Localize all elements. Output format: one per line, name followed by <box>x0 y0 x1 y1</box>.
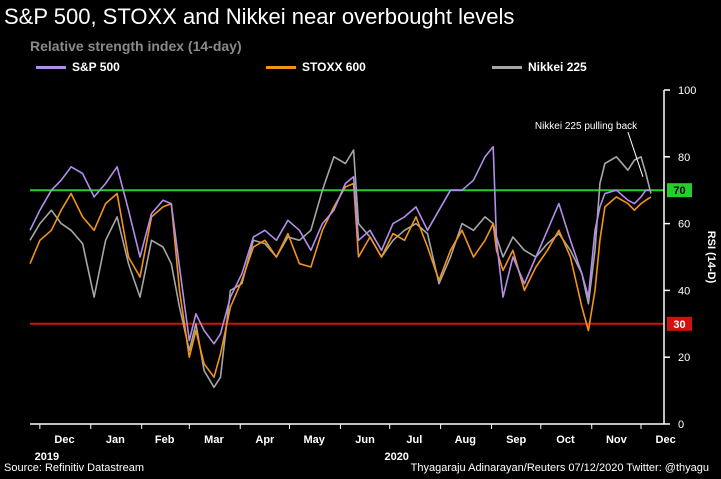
source-note: Source: Refinitiv Datastream <box>4 462 144 474</box>
reference-badge-label: 30 <box>673 319 685 331</box>
x-tick-label: Sep <box>506 434 526 446</box>
x-tick-label: Jun <box>355 434 375 446</box>
credit-note: Thyagaraju Adinarayan/Reuters 07/12/2020… <box>410 462 709 474</box>
series-line-stoxx-600 <box>29 182 652 378</box>
x-tick-label: Dec <box>54 434 74 446</box>
legend-swatch-sp500 <box>36 65 66 69</box>
series-line-nikkei-225 <box>29 149 652 389</box>
reference-badge-70 <box>667 183 692 198</box>
chart-title: S&P 500, STOXX and Nikkei near overbough… <box>4 4 515 29</box>
reference-badge-label: 70 <box>673 185 685 197</box>
year-label: 2020 <box>384 451 408 463</box>
legend-label-sp500: S&P 500 <box>72 60 120 74</box>
series-line-s-p-500 <box>29 146 651 345</box>
x-tick-label: Jan <box>106 434 125 446</box>
y-axis-title: RSI (14-D) <box>705 231 717 284</box>
x-tick-label: Oct <box>556 434 575 446</box>
y-tick-label: 60 <box>678 219 690 231</box>
x-tick-label: Mar <box>204 434 224 446</box>
legend-item-sp500: S&P 500 <box>36 60 120 74</box>
annotation-text: Nikkei 225 pulling back <box>535 121 638 132</box>
x-tick-label: Aug <box>455 434 476 446</box>
legend-swatch-stoxx600 <box>266 65 296 69</box>
legend-swatch-nikkei225 <box>492 65 522 69</box>
y-tick-label: 40 <box>678 285 690 297</box>
x-tick-label: Feb <box>155 434 175 446</box>
x-tick-label: Apr <box>255 434 275 446</box>
y-tick-label: 100 <box>678 85 696 97</box>
y-tick-label: 80 <box>678 152 690 164</box>
chart-legend: S&P 500 STOXX 600 Nikkei 225 <box>0 60 721 78</box>
chart-subtitle: Relative strength index (14-day) <box>30 38 242 54</box>
legend-item-nikkei225: Nikkei 225 <box>492 60 587 74</box>
y-tick-label: 0 <box>678 419 684 431</box>
x-tick-label: Nov <box>606 434 628 446</box>
legend-label-nikkei225: Nikkei 225 <box>528 60 587 74</box>
reference-badge-30 <box>667 316 692 331</box>
x-tick-label: Dec <box>656 434 676 446</box>
x-tick-label: May <box>303 434 325 446</box>
annotation-pointer <box>627 131 644 177</box>
y-tick-label: 20 <box>678 352 690 364</box>
x-tick-label: Jul <box>406 434 422 446</box>
legend-item-stoxx600: STOXX 600 <box>266 60 366 74</box>
year-label: 2019 <box>35 451 59 463</box>
legend-label-stoxx600: STOXX 600 <box>302 60 366 74</box>
